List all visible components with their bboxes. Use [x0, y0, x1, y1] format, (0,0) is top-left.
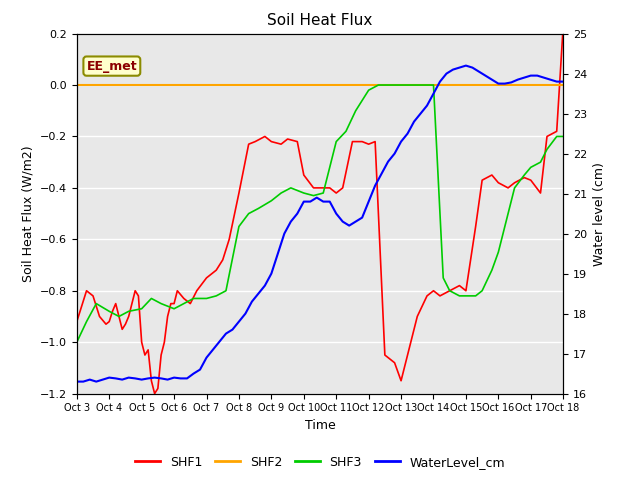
Y-axis label: Soil Heat Flux (W/m2): Soil Heat Flux (W/m2): [21, 145, 35, 282]
SHF1: [109, 309, 116, 314]
WaterLevel_cm: [559, 79, 567, 84]
SHF3: [268, 198, 275, 204]
SHF1: [151, 391, 159, 396]
SHF1: [436, 293, 444, 299]
SHF1: [73, 319, 81, 324]
WaterLevel_cm: [326, 199, 333, 204]
SHF3: [374, 82, 382, 88]
SHF3: [115, 313, 123, 319]
SHF3: [407, 82, 415, 88]
SHF3: [559, 133, 567, 139]
WaterLevel_cm: [462, 63, 470, 69]
WaterLevel_cm: [384, 159, 392, 165]
Legend: SHF1, SHF2, SHF3, WaterLevel_cm: SHF1, SHF2, SHF3, WaterLevel_cm: [130, 451, 510, 474]
SHF1: [446, 288, 454, 294]
SHF1: [504, 185, 512, 191]
Y-axis label: Water level (cm): Water level (cm): [593, 162, 605, 265]
WaterLevel_cm: [241, 311, 249, 316]
SHF3: [423, 82, 431, 88]
Title: Soil Heat Flux: Soil Heat Flux: [268, 13, 372, 28]
SHF3: [537, 159, 545, 165]
WaterLevel_cm: [468, 65, 476, 71]
SHF1: [423, 293, 431, 299]
WaterLevel_cm: [118, 377, 126, 383]
Line: SHF1: SHF1: [77, 26, 563, 394]
X-axis label: Time: Time: [305, 419, 335, 432]
SHF3: [73, 339, 81, 345]
Text: EE_met: EE_met: [86, 60, 137, 72]
WaterLevel_cm: [397, 139, 405, 144]
SHF1: [462, 288, 470, 294]
SHF3: [332, 139, 340, 144]
Line: WaterLevel_cm: WaterLevel_cm: [77, 66, 563, 382]
SHF1: [559, 23, 567, 29]
WaterLevel_cm: [73, 379, 81, 384]
Line: SHF3: SHF3: [77, 85, 563, 342]
